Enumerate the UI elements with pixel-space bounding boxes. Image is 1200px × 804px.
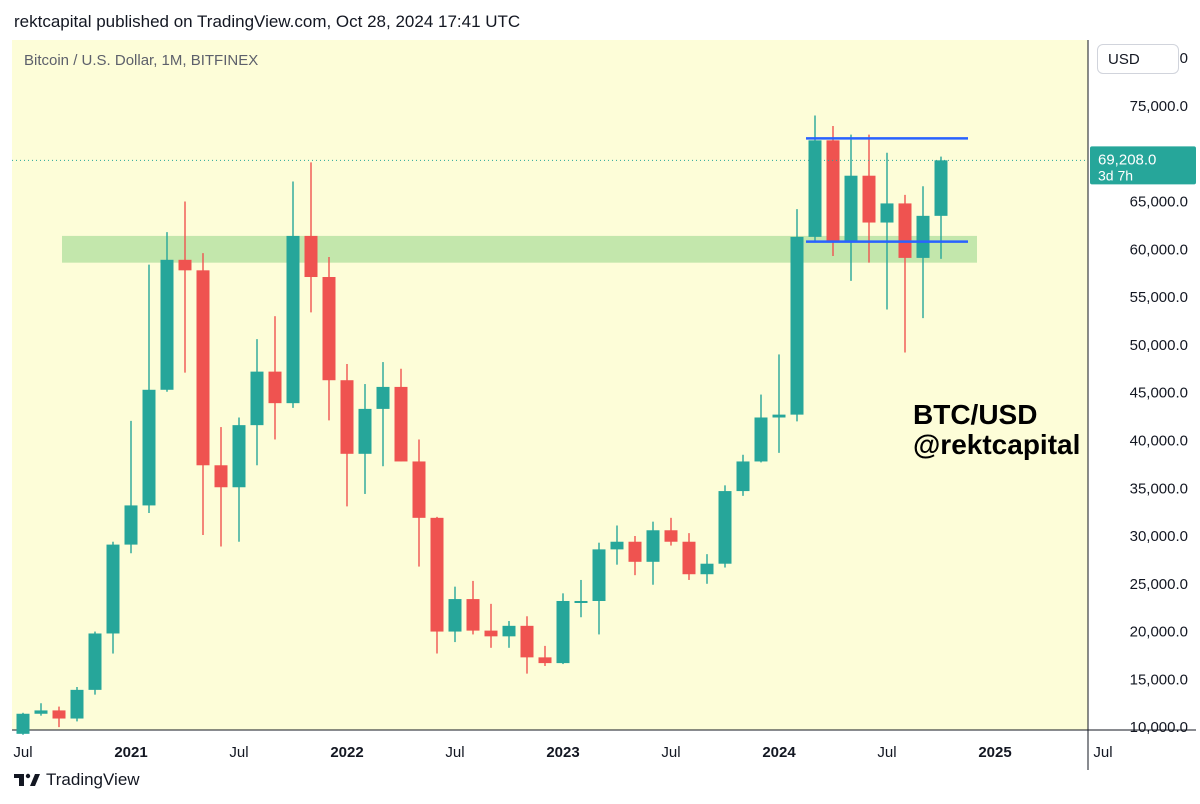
candle-body xyxy=(826,140,840,242)
y-tick-label: 40,000.0 xyxy=(1130,432,1188,449)
candle-body xyxy=(196,270,210,466)
y-tick-label: 75,000.0 xyxy=(1130,98,1188,115)
candle-body xyxy=(70,689,84,719)
candle-body xyxy=(556,600,570,664)
candle-body xyxy=(106,544,120,634)
candle-body xyxy=(376,386,390,409)
candle-body xyxy=(772,414,786,418)
candle-body xyxy=(322,277,336,381)
x-tick-label: 2022 xyxy=(330,744,363,761)
candle-body xyxy=(664,530,678,542)
candle-body xyxy=(232,425,246,488)
x-tick-label: Jul xyxy=(229,744,248,761)
candle-body xyxy=(592,549,606,601)
candle-body xyxy=(898,203,912,258)
candle-body xyxy=(430,517,444,632)
x-tick-label: Jul xyxy=(661,744,680,761)
candle-body xyxy=(916,215,930,258)
candle-body xyxy=(646,530,660,562)
candle-body xyxy=(250,371,264,426)
currency-button[interactable]: USD xyxy=(1097,44,1179,74)
y-tick-label: 65,000.0 xyxy=(1130,194,1188,211)
x-tick-label: 2025 xyxy=(978,744,1011,761)
candle-body xyxy=(394,386,408,462)
x-tick-label: 2023 xyxy=(546,744,579,761)
candle-body xyxy=(610,541,624,550)
candle-body xyxy=(448,599,462,632)
y-tick-label: 45,000.0 xyxy=(1130,385,1188,402)
candle-body xyxy=(790,236,804,415)
candle-body xyxy=(808,140,822,237)
candle-body xyxy=(718,491,732,564)
y-tick-label: 15,000.0 xyxy=(1130,671,1188,688)
candle-body xyxy=(502,625,516,637)
y-tick-label: 30,000.0 xyxy=(1130,528,1188,545)
candle-body xyxy=(160,259,174,390)
candle-body xyxy=(286,235,300,404)
candle-body xyxy=(844,175,858,242)
candle-body xyxy=(934,160,948,216)
candle-body xyxy=(484,630,498,637)
candle-body xyxy=(754,417,768,462)
y-tick-label: 20,000.0 xyxy=(1130,624,1188,641)
candle-body xyxy=(682,541,696,575)
candle-body xyxy=(214,465,228,488)
candle-body xyxy=(628,541,642,562)
time-axis-background xyxy=(12,730,1088,770)
publish-header: rektcapital published on TradingView.com… xyxy=(14,12,521,31)
x-tick-label: Jul xyxy=(13,744,32,761)
candle-body xyxy=(880,203,894,223)
candle-body xyxy=(736,461,750,492)
y-tick-label: 60,000.0 xyxy=(1130,241,1188,258)
candle-body xyxy=(466,599,480,631)
x-tick-label: Jul xyxy=(445,744,464,761)
candle-body xyxy=(268,371,282,404)
y-tick-label: 10,000.0 xyxy=(1130,719,1188,736)
watermark-author: @rektcapital xyxy=(913,429,1081,460)
x-tick-label: 2024 xyxy=(762,744,796,761)
candle-body xyxy=(700,563,714,575)
candlestick-chart[interactable]: 10,000.0 15,000.0 20,000.0 25,000.0 30,000.0… xyxy=(12,40,1196,770)
y-tick-label: 25,000.0 xyxy=(1130,576,1188,593)
candle-body xyxy=(34,710,48,714)
symbol-label: Bitcoin / U.S. Dollar, 1M, BITFINEX xyxy=(24,52,259,69)
candle-body xyxy=(16,713,30,734)
candle-body xyxy=(142,389,156,506)
x-tick-label: Jul xyxy=(877,744,896,761)
tradingview-logo-icon xyxy=(14,772,40,788)
candle-body xyxy=(52,710,66,719)
candle-body xyxy=(88,633,102,690)
x-tick-label: 2021 xyxy=(114,744,147,761)
candle-body xyxy=(862,175,876,223)
y-tick-label: 35,000.0 xyxy=(1130,480,1188,497)
candle-body xyxy=(412,461,426,518)
chart-watermark: BTC/USD @rektcapital xyxy=(913,400,1080,460)
last-price-value: 69,208.0 xyxy=(1098,151,1156,168)
y-tick-label: 50,000.0 xyxy=(1130,337,1188,354)
last-price-countdown: 3d 7h xyxy=(1098,167,1133,183)
candle-body xyxy=(358,408,372,454)
candle-body xyxy=(538,657,552,664)
footer[interactable]: TradingView xyxy=(14,770,140,790)
plot-background xyxy=(12,40,1088,730)
candle-body xyxy=(124,505,138,545)
chart-frame[interactable]: 10,000.0 15,000.0 20,000.0 25,000.0 30,000.0… xyxy=(12,40,1196,770)
candle-body xyxy=(340,380,354,454)
y-tick-label: 55,000.0 xyxy=(1130,289,1188,306)
watermark-pair: BTC/USD xyxy=(913,399,1038,430)
candle-body xyxy=(520,625,534,658)
x-tick-label: Jul xyxy=(1093,744,1112,761)
footer-brand: TradingView xyxy=(46,770,140,789)
candle-body xyxy=(178,259,192,271)
support-zone xyxy=(62,235,977,263)
last-price-box xyxy=(1090,146,1196,185)
candle-body xyxy=(574,600,588,603)
candle-body xyxy=(304,235,318,278)
